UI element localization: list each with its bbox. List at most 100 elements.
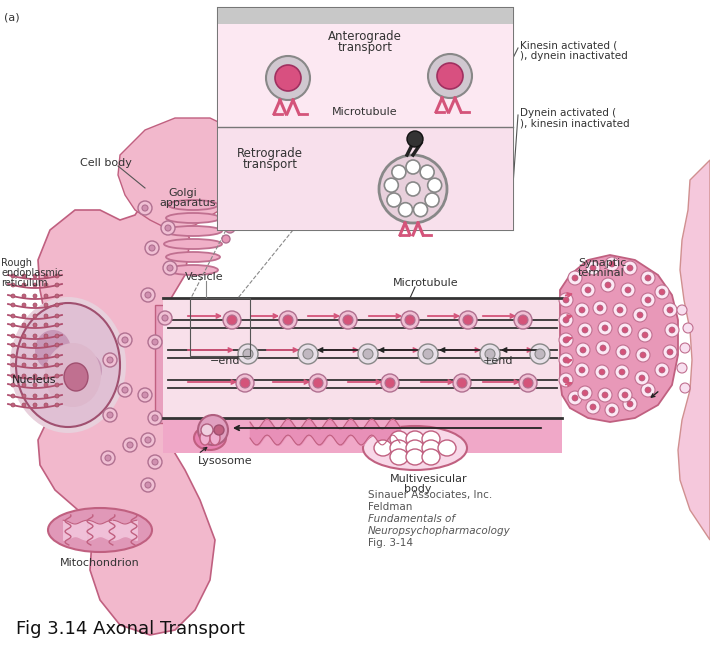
Ellipse shape: [55, 323, 59, 327]
Ellipse shape: [123, 438, 137, 452]
Ellipse shape: [33, 343, 37, 347]
Text: (a): (a): [4, 12, 20, 22]
Text: reticulum: reticulum: [1, 278, 48, 288]
Ellipse shape: [122, 387, 128, 393]
Ellipse shape: [240, 378, 250, 388]
Ellipse shape: [422, 431, 440, 447]
Ellipse shape: [11, 303, 15, 307]
Ellipse shape: [580, 347, 586, 353]
Ellipse shape: [142, 205, 148, 211]
Ellipse shape: [453, 374, 471, 392]
Ellipse shape: [563, 357, 569, 363]
Text: apparatus: apparatus: [159, 198, 216, 208]
Ellipse shape: [283, 315, 293, 325]
Ellipse shape: [103, 408, 117, 422]
Bar: [218, 24, 513, 127]
Ellipse shape: [11, 314, 15, 318]
Ellipse shape: [459, 311, 477, 329]
Ellipse shape: [663, 345, 677, 359]
Ellipse shape: [581, 283, 595, 297]
Ellipse shape: [598, 388, 612, 402]
Ellipse shape: [166, 252, 220, 262]
Text: Rough: Rough: [1, 258, 32, 268]
Ellipse shape: [279, 311, 297, 329]
Ellipse shape: [437, 63, 463, 89]
Bar: [218, 8, 513, 24]
Ellipse shape: [44, 383, 48, 387]
Ellipse shape: [633, 308, 647, 322]
Ellipse shape: [420, 165, 434, 179]
Ellipse shape: [198, 415, 228, 445]
Ellipse shape: [667, 349, 673, 355]
Ellipse shape: [645, 387, 651, 393]
Ellipse shape: [33, 294, 37, 298]
Ellipse shape: [33, 334, 37, 338]
Ellipse shape: [44, 343, 48, 347]
Ellipse shape: [33, 383, 37, 387]
Ellipse shape: [683, 323, 693, 333]
Text: Feldman: Feldman: [368, 502, 413, 512]
Ellipse shape: [223, 210, 233, 220]
Ellipse shape: [463, 315, 473, 325]
Ellipse shape: [598, 321, 612, 335]
Ellipse shape: [563, 297, 569, 303]
Ellipse shape: [55, 394, 59, 398]
Ellipse shape: [33, 303, 37, 307]
Ellipse shape: [398, 202, 413, 216]
Ellipse shape: [33, 394, 37, 398]
Ellipse shape: [127, 442, 133, 448]
Bar: [155, 305, 175, 423]
Ellipse shape: [11, 394, 15, 398]
Ellipse shape: [339, 311, 357, 329]
Ellipse shape: [405, 315, 415, 325]
Ellipse shape: [559, 353, 573, 367]
Text: ), kinesin inactivated: ), kinesin inactivated: [520, 119, 630, 129]
Ellipse shape: [609, 261, 615, 267]
Ellipse shape: [665, 323, 679, 337]
Ellipse shape: [11, 403, 15, 407]
Ellipse shape: [620, 349, 626, 355]
Ellipse shape: [22, 323, 26, 327]
Ellipse shape: [638, 328, 652, 342]
Ellipse shape: [590, 404, 596, 410]
Ellipse shape: [600, 345, 606, 351]
Ellipse shape: [218, 209, 226, 217]
Ellipse shape: [659, 367, 665, 373]
Ellipse shape: [11, 354, 15, 358]
Ellipse shape: [406, 160, 420, 174]
Ellipse shape: [568, 271, 582, 285]
Ellipse shape: [636, 348, 650, 362]
Ellipse shape: [535, 349, 545, 359]
Text: Multivesicular: Multivesicular: [390, 474, 468, 484]
Ellipse shape: [201, 424, 213, 436]
Ellipse shape: [406, 431, 424, 447]
Ellipse shape: [138, 201, 152, 215]
Ellipse shape: [659, 289, 665, 295]
Bar: [163, 418, 562, 453]
Text: Nucleus: Nucleus: [12, 375, 57, 385]
Ellipse shape: [559, 373, 573, 387]
Ellipse shape: [578, 386, 592, 400]
Ellipse shape: [22, 354, 26, 358]
Ellipse shape: [225, 223, 235, 233]
Ellipse shape: [602, 325, 608, 331]
Ellipse shape: [667, 307, 673, 313]
Ellipse shape: [11, 274, 15, 278]
Ellipse shape: [118, 383, 132, 397]
Bar: [190, 298, 250, 356]
Ellipse shape: [616, 345, 630, 359]
Ellipse shape: [586, 261, 600, 275]
Ellipse shape: [236, 374, 254, 392]
Ellipse shape: [641, 271, 655, 285]
Ellipse shape: [640, 352, 646, 358]
Ellipse shape: [22, 274, 26, 278]
Ellipse shape: [582, 327, 588, 333]
Ellipse shape: [563, 317, 569, 323]
Ellipse shape: [406, 440, 424, 456]
Ellipse shape: [145, 482, 151, 488]
Ellipse shape: [579, 367, 585, 373]
Ellipse shape: [596, 341, 610, 355]
Text: ), dynein inactivated: ), dynein inactivated: [520, 51, 628, 61]
Ellipse shape: [33, 374, 37, 378]
Text: body: body: [404, 484, 432, 494]
